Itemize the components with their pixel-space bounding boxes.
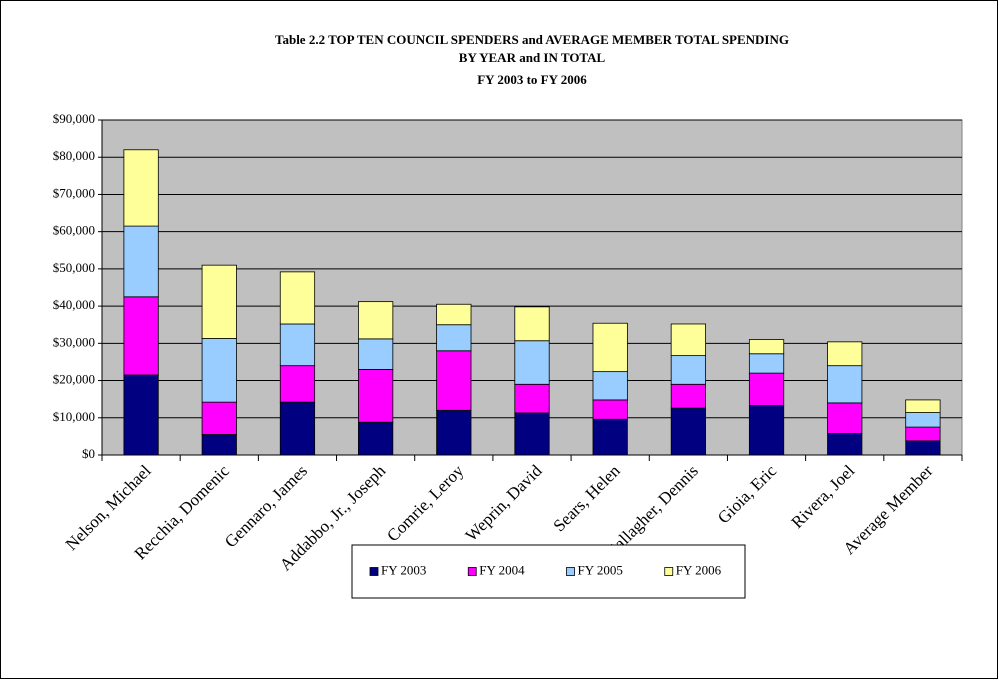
chart-title: Table 2.2 TOP TEN COUNCIL SPENDERS and A… <box>275 32 789 47</box>
bar-segment <box>905 440 941 456</box>
bar-segment <box>436 303 472 326</box>
bar-segment <box>436 324 472 352</box>
bar-segment <box>279 271 316 325</box>
bar-segment <box>201 338 237 403</box>
legend-label: FY 2003 <box>381 562 426 577</box>
y-tick-label: $40,000 <box>53 297 95 312</box>
bar-segment <box>279 401 316 456</box>
bar-segment <box>748 339 785 355</box>
bar-segment <box>592 322 628 373</box>
legend-swatch <box>664 567 674 576</box>
bar-segment <box>905 412 941 428</box>
bar-segment <box>592 399 628 420</box>
bar-segment <box>514 340 550 385</box>
bar-segment <box>514 412 550 456</box>
bar-segment <box>670 407 706 456</box>
y-tick-label: $20,000 <box>53 372 95 387</box>
bar-segment <box>748 372 785 406</box>
legend-label: FY 2004 <box>479 562 525 577</box>
bar-segment <box>827 433 863 456</box>
legend-swatch <box>467 567 477 576</box>
y-tick-label: $70,000 <box>53 185 95 200</box>
bar-segment <box>358 338 394 370</box>
bar-segment <box>827 402 863 434</box>
legend-swatch <box>369 567 379 576</box>
legend-label: FY 2005 <box>578 562 623 577</box>
y-tick-label: $60,000 <box>53 223 95 238</box>
bar-segment <box>123 296 159 376</box>
bar-segment <box>279 365 316 403</box>
chart-title: BY YEAR and IN TOTAL <box>459 50 606 65</box>
bar-segment <box>827 341 863 367</box>
bar-segment <box>358 421 394 456</box>
chart-title: FY 2003 to FY 2006 <box>477 72 587 87</box>
bar-segment <box>905 399 941 413</box>
bar-segment <box>748 405 785 456</box>
bar-segment <box>827 365 863 404</box>
y-tick-label: $0 <box>82 446 95 461</box>
bar-segment <box>123 374 159 456</box>
y-tick-label: $80,000 <box>53 148 95 163</box>
bar-segment <box>279 323 316 367</box>
legend-swatch <box>566 567 575 576</box>
bar-segment <box>436 409 472 456</box>
y-tick-label: $30,000 <box>53 334 95 349</box>
bar-segment <box>201 401 237 435</box>
legend-box <box>351 544 746 599</box>
bar-segment <box>358 368 394 423</box>
bar-segment <box>514 383 550 414</box>
y-tick-label: $90,000 <box>53 111 95 126</box>
bar-segment <box>436 350 472 411</box>
legend-label: FY 2006 <box>676 562 722 577</box>
bar-segment <box>123 149 159 227</box>
bar-segment <box>201 434 237 456</box>
bar-segment <box>670 383 706 409</box>
bar-segment <box>201 264 237 339</box>
bar-segment <box>670 355 706 385</box>
bar-segment <box>358 301 394 340</box>
bar-segment <box>514 306 550 342</box>
bar-segment <box>748 353 785 374</box>
y-tick-label: $10,000 <box>53 409 95 424</box>
bar-segment <box>905 426 941 442</box>
y-tick-label: $50,000 <box>53 260 95 275</box>
bar-segment <box>592 371 628 401</box>
bar-segment <box>670 323 706 357</box>
bar-segment <box>123 225 159 298</box>
bar-segment <box>592 418 628 456</box>
